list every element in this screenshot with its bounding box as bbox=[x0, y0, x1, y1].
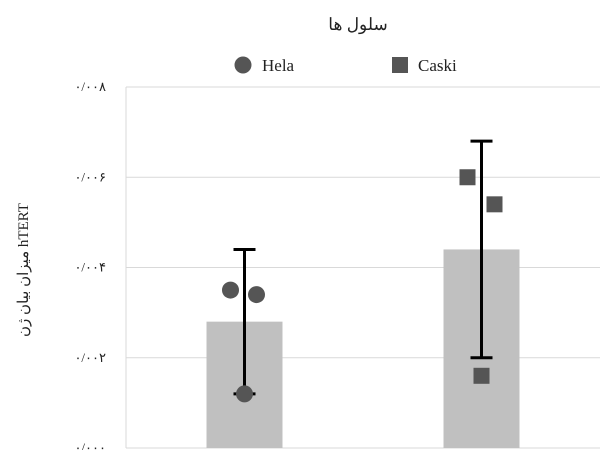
data-point-caski bbox=[486, 196, 503, 213]
data-point-hela bbox=[236, 385, 253, 403]
y-tick-label: ۰/۰۰۰ bbox=[74, 440, 106, 450]
bars bbox=[206, 249, 520, 448]
legend-marker-caski bbox=[392, 57, 408, 73]
error-bars bbox=[233, 139, 493, 396]
data-points bbox=[222, 169, 503, 403]
y-tick-label: ۰/۰۰۲ bbox=[74, 350, 106, 365]
data-point-caski bbox=[459, 169, 476, 186]
y-tick-label: ۰/۰۰۴ bbox=[74, 260, 106, 275]
gridlines bbox=[125, 86, 600, 449]
legend-label-hela: Hela bbox=[262, 56, 295, 75]
chart-title: سلول ها bbox=[328, 15, 387, 35]
y-axis-label: میزان بیان ژن hTERT bbox=[16, 203, 32, 337]
data-point-hela bbox=[222, 281, 239, 299]
data-point-hela bbox=[248, 286, 265, 304]
y-tick-labels: ۰/۰۰۰ ۰/۰۰۲ ۰/۰۰۴ ۰/۰۰۶ ۰/۰۰۸ bbox=[74, 79, 106, 455]
y-tick-label: ۰/۰۰۸ bbox=[74, 79, 106, 94]
legend-label-caski: Caski bbox=[418, 56, 457, 75]
legend-marker-hela bbox=[234, 56, 252, 74]
legend: Hela Caski bbox=[234, 56, 457, 75]
data-point-caski bbox=[473, 367, 490, 384]
y-tick-label: ۰/۰۰۶ bbox=[74, 169, 106, 184]
